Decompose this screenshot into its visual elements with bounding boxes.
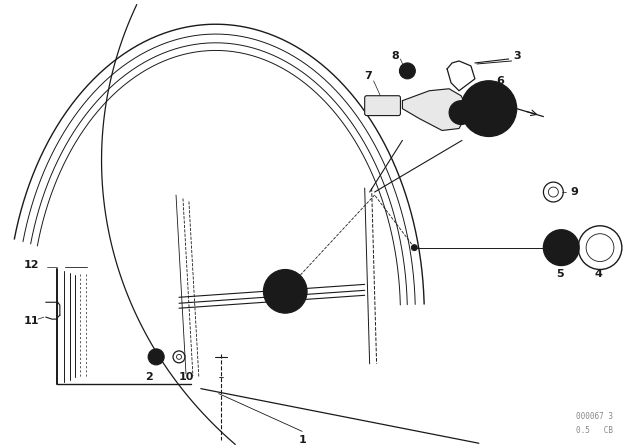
Circle shape: [557, 244, 565, 252]
Text: 11: 11: [24, 316, 40, 326]
Circle shape: [280, 286, 290, 296]
Text: 5: 5: [557, 269, 564, 280]
Text: 3: 3: [514, 51, 521, 61]
FancyBboxPatch shape: [365, 96, 401, 116]
Circle shape: [543, 230, 579, 266]
Text: 000067 3: 000067 3: [576, 412, 613, 421]
Circle shape: [399, 63, 415, 79]
Text: 2: 2: [145, 372, 153, 382]
Polygon shape: [403, 89, 469, 130]
Circle shape: [264, 270, 307, 313]
Circle shape: [449, 101, 473, 125]
Text: 10: 10: [179, 372, 195, 382]
Circle shape: [148, 349, 164, 365]
Text: 1: 1: [298, 435, 306, 445]
Text: 8: 8: [392, 51, 399, 61]
Circle shape: [482, 102, 496, 116]
Text: 0.5   CB: 0.5 CB: [576, 426, 613, 435]
Circle shape: [412, 245, 417, 250]
Text: 6: 6: [496, 76, 504, 86]
Text: 9: 9: [570, 187, 578, 197]
Text: 12: 12: [24, 259, 40, 270]
Text: 7: 7: [364, 71, 372, 81]
Circle shape: [461, 81, 516, 137]
Text: 4: 4: [594, 269, 602, 280]
